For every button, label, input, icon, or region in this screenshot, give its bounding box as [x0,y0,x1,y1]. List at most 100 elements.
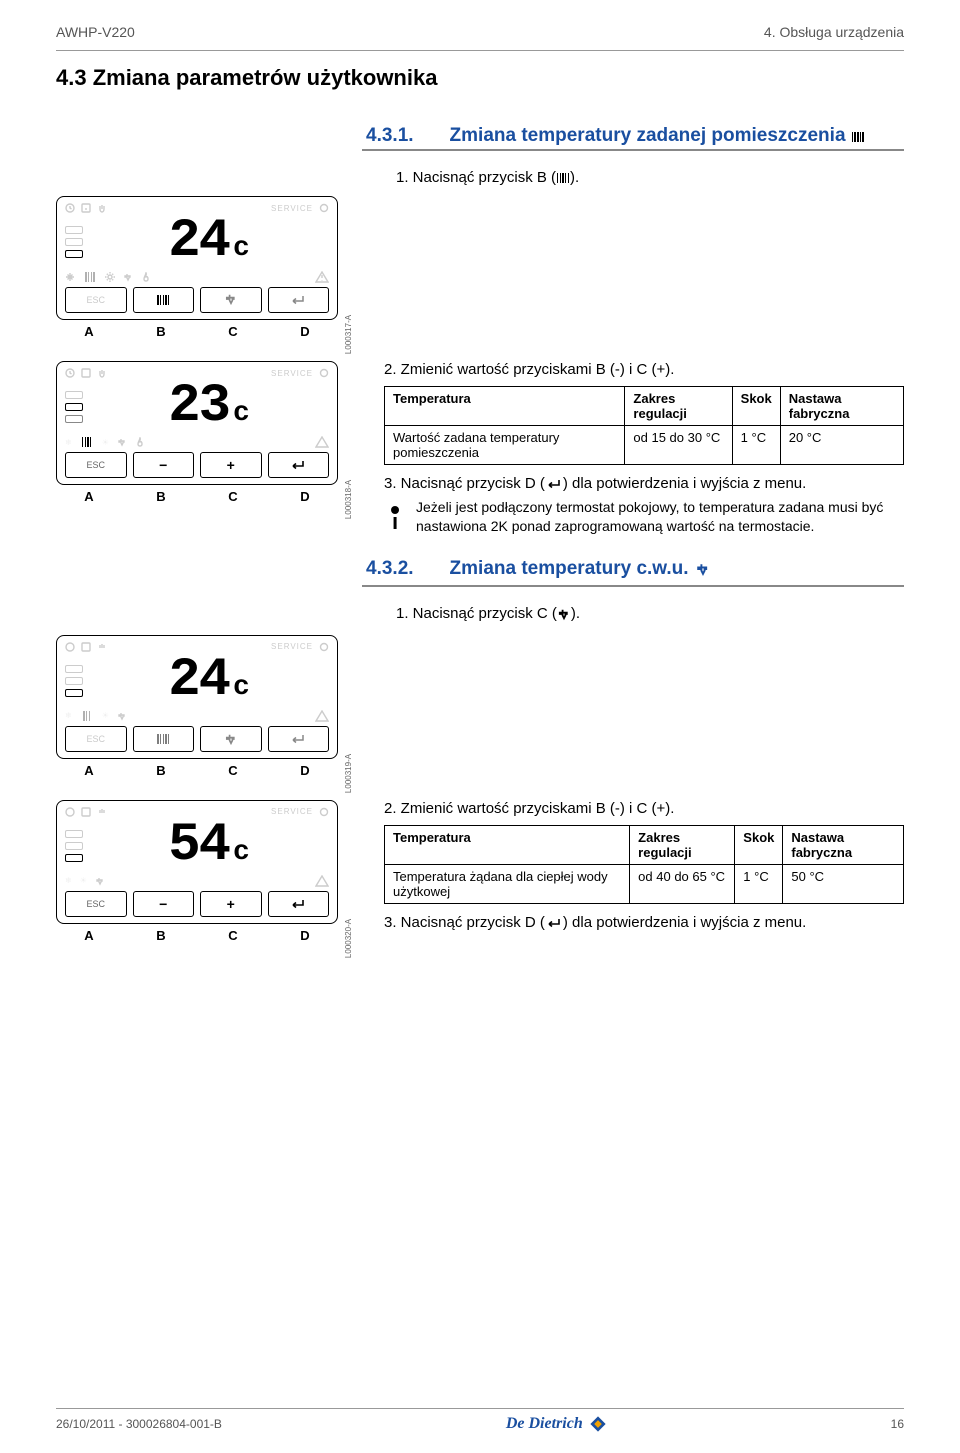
display-value-2: 23c [168,380,248,434]
step-432-2: 2. Zmienić wartość przyciskami B (-) i C… [384,800,904,817]
subsection-431-row: 4.3.1. Zmiana temperatury zadanej pomies… [56,125,904,147]
key-d[interactable] [268,726,330,752]
service-label: SERVICE [271,204,313,213]
footer-left: 26/10/2011 - 300026804-001-B [56,1417,222,1431]
enter-icon [545,478,563,490]
led-icon [319,807,329,817]
flame-icon [141,272,151,282]
info-icon [81,807,91,817]
key-b[interactable] [133,287,195,313]
tap-key-icon [224,732,238,746]
tap-key-icon [224,292,238,309]
key-c[interactable] [200,726,262,752]
tap-small-icon [123,272,133,282]
key-minus[interactable]: − [133,891,195,917]
header-right: 4. Obsługa urządzenia [764,24,904,40]
step-431-1: 1. Nacisnąć przycisk B (). [56,169,904,186]
subsection-432-row: 4.3.2. Zmiana temperatury c.w.u. [56,558,904,583]
key-enter[interactable] [268,452,330,478]
step-432-1: 1. Nacisnąć przycisk C (). [56,605,904,625]
page-number: 16 [891,1417,904,1431]
comb-icon [556,172,570,184]
snow-icon [65,272,75,282]
hand-icon [97,368,107,378]
display-value: 24c [168,215,248,269]
mode-bars [65,226,83,258]
subsection-432-underline [362,585,904,587]
enter-key-icon [289,459,307,471]
sun-icon [105,272,115,282]
info-symbol-icon: •ı [384,498,406,528]
page-header: AWHP-V220 4. Obsługa urządzenia [56,24,904,40]
hand-icon [97,807,107,817]
enter-key-icon [289,294,307,306]
caption-320: L000320-A [342,934,356,943]
hand-icon [97,642,107,652]
display-value-3: 24c [168,654,248,708]
info-note: •ı Jeżeli jest podłączony termostat poko… [384,498,904,536]
key-esc[interactable]: ESC [65,452,127,478]
led-icon [319,642,329,652]
caption-317: L000317-A [342,330,356,339]
warning-icon [315,875,329,887]
step-431-2: 2. Zmienić wartość przyciskami B (-) i C… [384,361,904,378]
step-431-3: 3. Nacisnąć przycisk D () dla potwierdze… [384,475,904,492]
led-icon [319,203,329,213]
key-row: ESC [65,287,329,313]
key-plus[interactable]: + [200,891,262,917]
clock-icon [65,807,75,817]
key-plus[interactable]: + [200,452,262,478]
key-esc[interactable]: ESC [65,891,127,917]
room-icon [851,131,865,143]
hand-icon [97,203,107,213]
tap-title-icon [694,561,712,583]
status-icons [65,271,329,283]
display-value-4: 54c [168,819,248,873]
key-esc[interactable]: ESC [65,287,127,313]
section-4-3-title: 4.3 Zmiana parametrów użytkownika [56,65,904,91]
subsection-432-title: Zmiana temperatury c.w.u. [450,558,712,583]
clock-icon [65,203,75,213]
key-d[interactable] [268,287,330,313]
tap-small-icon [117,711,127,721]
key-c[interactable] [200,287,262,313]
key-b[interactable] [133,726,195,752]
key-esc[interactable]: ESC [65,726,127,752]
info-icon [81,368,91,378]
page-footer: 26/10/2011 - 300026804-001-B De Dietrich… [56,1408,904,1433]
comb-small-icon [83,271,97,283]
header-divider [56,50,904,51]
device-panel-4: SERVICE 54c ❄☀ [56,800,338,924]
param-table-1: Temperatura Zakres regulacji Skok Nastaw… [384,386,904,465]
warning-icon [315,271,329,283]
clock-icon [65,368,75,378]
warning-icon [315,436,329,448]
step-432-3: 3. Nacisnąć przycisk D () dla potwierdze… [384,914,904,931]
caption-318: L000318-A [342,495,356,504]
subsection-431-num: 4.3.1. [366,125,414,147]
subsection-431-title: Zmiana temperatury zadanej pomieszczenia [450,125,865,147]
comb-key-icon [156,294,170,306]
info-icon [81,203,91,213]
flame-icon [135,437,145,447]
warning-icon [315,710,329,722]
tap-inline-icon [557,607,571,625]
enter-key-icon [289,733,307,745]
device-panel-2: SERVICE 23c ❄ ☀ [56,361,338,485]
subsection-431-underline [362,149,904,151]
info-icon [81,642,91,652]
enter-icon [545,917,563,929]
clock-icon [65,642,75,652]
key-minus[interactable]: − [133,452,195,478]
caption-319: L000319-A [342,769,356,778]
param-table-2: Temperatura Zakres regulacji Skok Nastaw… [384,825,904,904]
device-panel-3: SERVICE 24c ❄☀ [56,635,338,759]
key-enter[interactable] [268,891,330,917]
tap-small-icon [95,876,105,886]
subsection-432-num: 4.3.2. [366,558,414,580]
led-icon [319,368,329,378]
tap-small-icon [117,437,127,447]
header-left: AWHP-V220 [56,24,135,40]
brand-icon [589,1415,607,1433]
brand-logo: De Dietrich [506,1415,607,1433]
